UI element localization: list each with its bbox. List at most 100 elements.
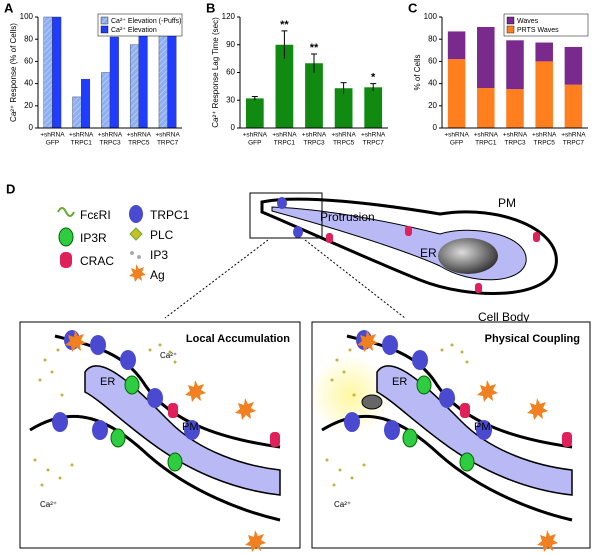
significance: ** <box>280 19 289 31</box>
legend-label: PLC <box>150 228 174 242</box>
y-axis-label: % of Cells <box>413 54 422 90</box>
inset-label: PM <box>474 421 491 433</box>
x-tick-label: +shRNA <box>444 132 469 139</box>
y-tick-label: 30 <box>226 95 235 104</box>
trpc1-icon <box>129 205 143 223</box>
bar <box>245 98 264 128</box>
cell-label: Protrusion <box>320 210 375 224</box>
inset-label: Ca²⁺ <box>334 500 351 509</box>
x-tick-label: +shRNA <box>503 132 528 139</box>
x-tick-label: GFP <box>450 140 463 147</box>
bar <box>72 96 82 129</box>
x-tick-label: TRPC3 <box>504 140 526 147</box>
bar-segment <box>564 46 583 85</box>
bar <box>158 21 168 129</box>
y-axis-label: Ca²⁺ Response (% of Cells) <box>9 23 18 122</box>
x-tick-label: +shRNA <box>272 132 297 139</box>
inset-label: ER <box>100 376 115 388</box>
legend-label: IP3R <box>80 231 107 245</box>
cell-label: Cell Body <box>478 310 529 324</box>
legend-swatch <box>506 25 515 34</box>
x-tick-label: +shRNA <box>474 132 499 139</box>
legend-label: TRPC1 <box>150 208 190 222</box>
inset-label: Ca²⁺ <box>40 500 57 509</box>
bar-segment <box>535 61 553 128</box>
cell-label: PM <box>498 196 516 210</box>
diagram-legend: FcεRI IP3R CRAC TRPC1 PLC IP3 Ag <box>57 205 190 282</box>
x-tick-label: +shRNA <box>361 132 386 139</box>
y-tick-label: 0 <box>231 123 236 132</box>
x-tick-label: +shRNA <box>127 132 152 139</box>
x-tick-label: +shRNA <box>243 132 268 139</box>
y-tick-label: 0 <box>29 123 34 132</box>
ip3-icon <box>130 251 141 259</box>
x-tick-label: +shRNA <box>331 132 356 139</box>
bar-segment <box>506 89 524 128</box>
bar-segment <box>506 40 524 90</box>
y-tick-label: 100 <box>20 12 34 21</box>
x-tick-label: TRPC1 <box>71 140 93 147</box>
y-tick-label: 120 <box>222 12 236 21</box>
x-tick-label: TRPC7 <box>363 140 385 147</box>
inset-label: PM <box>182 421 199 433</box>
y-tick-label: 20 <box>428 101 437 110</box>
bar-segment <box>535 42 553 62</box>
bar <box>52 16 62 129</box>
x-tick-label: +shRNA <box>69 132 94 139</box>
inset-title: Physical Coupling <box>485 333 580 345</box>
bar <box>305 63 323 128</box>
bar <box>275 44 294 128</box>
y-tick-label: 20 <box>24 101 33 110</box>
x-tick-label: GFP <box>46 140 59 147</box>
y-tick-label: 40 <box>428 79 437 88</box>
x-tick-label: TRPC5 <box>128 140 150 147</box>
panel-label: A <box>4 0 14 15</box>
bar <box>334 88 353 128</box>
x-tick-label: +shRNA <box>302 132 327 139</box>
cell: Protrusion PM ER Cell Body <box>164 192 558 324</box>
legend-label: CRAC <box>80 254 114 268</box>
y-tick-label: 90 <box>226 40 235 49</box>
panel-label: C <box>408 0 418 15</box>
x-tick-label: TRPC5 <box>333 140 355 147</box>
legend-swatch <box>100 16 109 25</box>
bar <box>138 27 148 129</box>
y-tick-label: 60 <box>226 68 235 77</box>
bar <box>109 36 119 129</box>
x-tick-label: TRPC5 <box>534 140 556 147</box>
bar-segment <box>447 31 466 60</box>
panel-label: B <box>206 0 215 15</box>
bar <box>364 87 383 128</box>
x-tick-label: TRPC7 <box>157 140 179 147</box>
x-tick-label: TRPC1 <box>475 140 497 147</box>
legend-swatch <box>100 25 109 34</box>
cell-label: ER <box>420 246 437 260</box>
x-tick-label: +shRNA <box>98 132 123 139</box>
fceri-icon <box>57 207 75 217</box>
panel-label: D <box>6 181 15 196</box>
y-tick-label: 80 <box>428 34 437 43</box>
inset-title: Local Accumulation <box>186 333 290 345</box>
x-tick-label: TRPC1 <box>274 140 296 147</box>
significance: * <box>371 72 376 84</box>
y-tick-label: 60 <box>24 57 33 66</box>
inset-label: ER <box>392 376 407 388</box>
bar-segment <box>477 26 495 89</box>
x-tick-label: TRPC3 <box>303 140 325 147</box>
x-tick-label: TRPC7 <box>563 140 585 147</box>
y-tick-label: 80 <box>24 34 33 43</box>
inset-coupling: Physical Coupling ER PM Ca²⁺ <box>310 321 591 554</box>
x-tick-label: +shRNA <box>532 132 557 139</box>
zoom-box <box>249 192 323 239</box>
legend-label: FcεRI <box>80 208 111 222</box>
ag-icon <box>129 264 146 282</box>
x-tick-label: +shRNA <box>40 132 65 139</box>
x-tick-label: TRPC3 <box>99 140 121 147</box>
y-tick-label: 60 <box>428 57 437 66</box>
x-tick-label: +shRNA <box>155 132 180 139</box>
bar <box>80 78 91 129</box>
bar <box>43 16 53 129</box>
bar-segment <box>477 88 495 128</box>
